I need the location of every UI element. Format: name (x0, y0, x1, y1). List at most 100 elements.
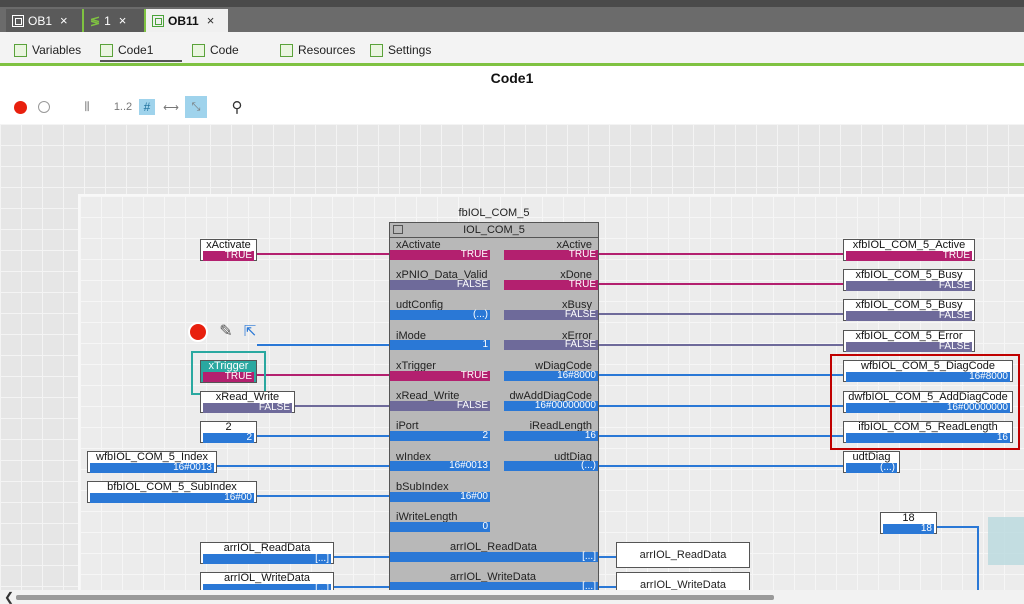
variable-name: 2 (225, 422, 232, 433)
scrollbar-thumb[interactable] (16, 595, 774, 600)
input-variable[interactable]: arrIOL_WriteData [...] (200, 572, 334, 590)
variable-value: TRUE (203, 372, 254, 382)
stop-icon[interactable] (35, 98, 53, 116)
block-input-value: [...] (390, 582, 598, 590)
wire (598, 556, 616, 558)
function-block[interactable]: IOL_COM_5 xActivate TRUE xPNIO_Data_Vali… (389, 222, 599, 590)
variable-name: xRead_Write (215, 392, 280, 403)
variable-value: FALSE (846, 311, 972, 321)
block-input-name: bSubIndex (396, 481, 449, 493)
block-output-value: 16#00000000 (504, 401, 598, 411)
horizontal-scrollbar[interactable]: ❮ (0, 590, 1024, 604)
cursor-icon[interactable]: ⇱ (243, 323, 257, 340)
variable-name: xfbIOL_COM_5_Active (852, 240, 966, 251)
block-input-value: (...) (390, 310, 490, 320)
wire (598, 405, 843, 407)
block-input-value: [...] (390, 552, 598, 562)
block-input-value: TRUE (390, 371, 490, 381)
close-icon[interactable]: × (60, 13, 68, 28)
block-input-name: iMode (396, 330, 426, 342)
tab-code1[interactable]: Code1 (100, 40, 182, 62)
edit-icon[interactable]: ✎ (219, 323, 233, 340)
scroll-left-icon[interactable]: ❮ (4, 590, 15, 604)
align-icon[interactable]: ⫼ (84, 100, 90, 113)
wire (598, 586, 616, 588)
grid-icon[interactable]: # (138, 98, 156, 116)
tab-resources[interactable]: Resources (280, 40, 355, 60)
variable-name: 18 (902, 513, 915, 524)
tab-settings[interactable]: Settings (370, 40, 431, 60)
variable-name: arrIOL_WriteData (640, 579, 726, 590)
block-input-name: xActivate (396, 239, 441, 251)
variable-name: xTrigger (208, 361, 249, 372)
block-icon (12, 14, 24, 27)
output-variable[interactable]: dwfbIOL_COM_5_AddDiagCode 16#00000000 (843, 391, 1013, 413)
search-icon[interactable]: ⚲ (231, 99, 243, 116)
wire (598, 253, 843, 255)
code-icon (192, 43, 205, 57)
block-input-name: iPort (396, 420, 419, 432)
output-variable[interactable]: wfbIOL_COM_5_DiagCode 16#8000 (843, 360, 1013, 382)
route-icon[interactable]: ⤡ (185, 96, 207, 118)
variable-name: udtDiag (852, 452, 891, 463)
input-variable[interactable]: arrIOL_ReadData [...] (200, 542, 334, 564)
constant-variable[interactable]: 2 2 (200, 421, 257, 443)
connect-icon[interactable]: ⟷ (163, 101, 179, 114)
wire (257, 495, 390, 497)
tab-code[interactable]: Code (192, 40, 239, 60)
tab-ob1[interactable]: OB1 × (6, 9, 86, 32)
wire (334, 556, 390, 558)
block-output-name: xDone (560, 269, 592, 281)
block-input-name: xTrigger (396, 360, 436, 372)
input-variable[interactable]: bfbIOL_COM_5_SubIndex 16#00 (87, 481, 257, 503)
output-variable[interactable]: xfbIOL_COM_5_Busy FALSE (843, 299, 975, 321)
variable-value: FALSE (203, 403, 292, 413)
variable-name: wfbIOL_COM_5_DiagCode (861, 361, 995, 372)
close-icon[interactable]: × (206, 13, 215, 28)
block-input-value: 16#0013 (390, 461, 490, 471)
output-variable[interactable]: ifbIOL_COM_5_ReadLength 16 (843, 421, 1013, 443)
block-input-value: 0 (390, 522, 490, 532)
wire (257, 435, 390, 437)
variables-icon (14, 43, 27, 57)
block-output-value: TRUE (504, 250, 598, 260)
block-input-value: 16#00 (390, 492, 490, 502)
variable-name: dwfbIOL_COM_5_AddDiagCode (848, 392, 1008, 403)
zoom-level[interactable]: 1..2 (113, 101, 133, 113)
block-output-value: 16 (504, 431, 598, 441)
tab-variables[interactable]: Variables (14, 40, 81, 60)
output-array-variable[interactable]: arrIOL_ReadData (616, 542, 750, 568)
input-variable[interactable]: wfbIOL_COM_5_Index 16#0013 (87, 451, 217, 473)
tab-label: Variables (32, 43, 82, 57)
block-output-value: FALSE (504, 340, 598, 350)
breakpoint-icon[interactable] (188, 322, 208, 342)
tab-ob11[interactable]: OB11 × (146, 9, 228, 32)
input-variable[interactable]: xTrigger TRUE (200, 360, 257, 383)
wire (334, 586, 390, 588)
block-output-name: dwAddDiagCode (509, 390, 592, 402)
output-array-variable[interactable]: arrIOL_WriteData (616, 572, 750, 590)
block-input-name: xPNIO_Data_Valid (396, 269, 488, 281)
block-input-name: xRead_Write (396, 390, 460, 402)
tab-1[interactable]: ≶ 1 × (84, 9, 146, 32)
wire (598, 344, 843, 346)
diagram-canvas[interactable]: fbIOL_COM_5 IOL_COM_5 xActivate TRUE xPN… (0, 124, 1024, 590)
block-input-value: 2 (390, 431, 490, 441)
window-top-bar (0, 0, 1024, 7)
output-variable[interactable]: udtDiag (...) (843, 451, 900, 473)
variable-name: ifbIOL_COM_5_ReadLength (858, 422, 998, 433)
output-variable[interactable]: xfbIOL_COM_5_Active TRUE (843, 239, 975, 261)
variable-name: bfbIOL_COM_5_SubIndex (107, 482, 237, 493)
output-variable[interactable]: xfbIOL_COM_5_Busy FALSE (843, 269, 975, 291)
constant-variable[interactable]: 18 18 (880, 512, 937, 534)
close-icon[interactable]: × (118, 13, 127, 28)
input-variable[interactable]: xActivate TRUE (200, 239, 257, 261)
block-input-name: wIndex (396, 451, 431, 463)
output-variable[interactable]: xfbIOL_COM_5_Error FALSE (843, 330, 975, 352)
block-output-value: FALSE (504, 310, 598, 320)
highlight-box (830, 354, 1020, 450)
input-variable[interactable]: xRead_Write FALSE (200, 391, 295, 413)
variable-value: 16#8000 (846, 372, 1010, 382)
block-output-name: xError (562, 330, 592, 342)
record-icon[interactable] (11, 98, 29, 116)
